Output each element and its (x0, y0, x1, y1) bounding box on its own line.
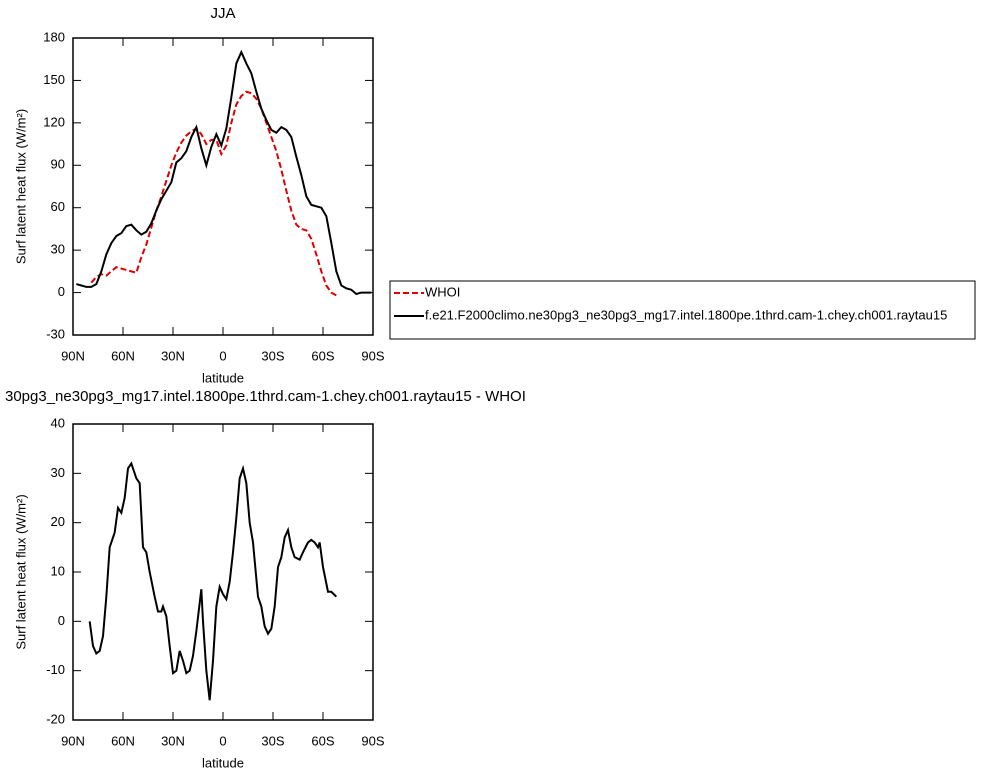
x-tick-label: 90N (61, 733, 85, 748)
plot-frame (72, 423, 374, 721)
y-tick-label: 180 (43, 29, 65, 44)
x-tick-label: 30N (161, 733, 185, 748)
x-tick-label: 90N (61, 348, 85, 363)
chart-title: JJA (210, 5, 235, 22)
y-tick-label: 40 (51, 415, 65, 430)
legend-label: f.e21.F2000climo.ne30pg3_ne30pg3_mg17.in… (425, 307, 947, 322)
legend-label: WHOI (425, 284, 460, 299)
x-tick-label: 0 (219, 733, 226, 748)
data-line (76, 49, 372, 296)
y-tick-label: 120 (43, 114, 65, 129)
x-tick-label: 30N (161, 348, 185, 363)
x-tick-label: 90S (361, 348, 384, 363)
y-tick-label: -10 (46, 662, 65, 677)
plot-frame (72, 37, 374, 336)
x-tick-label: 60S (311, 348, 334, 363)
x-tick-label: 30S (261, 733, 284, 748)
x-axis-label: latitude (202, 755, 244, 770)
y-tick-label: -20 (46, 711, 65, 726)
y-tick-label: 20 (51, 514, 65, 529)
y-tick-label: 60 (51, 199, 65, 214)
data-line (88, 461, 338, 701)
y-tick-label: -30 (46, 326, 65, 341)
x-tick-label: 60N (111, 733, 135, 748)
y-axis-label: Surf latent heat flux (W/m²) (13, 109, 28, 264)
x-tick-label: 90S (361, 733, 384, 748)
x-tick-label: 30S (261, 348, 284, 363)
y-tick-label: 150 (43, 72, 65, 87)
chart-title: 30pg3_ne30pg3_mg17.intel.1800pe.1thrd.ca… (5, 388, 526, 405)
x-tick-label: 60N (111, 348, 135, 363)
data-line (90, 90, 337, 297)
y-tick-label: 10 (51, 563, 65, 578)
y-axis-label: Surf latent heat flux (W/m²) (13, 494, 28, 649)
x-tick-label: 60S (311, 733, 334, 748)
y-tick-label: 90 (51, 157, 65, 172)
y-tick-label: 30 (51, 242, 65, 257)
y-tick-label: 30 (51, 465, 65, 480)
y-tick-label: 0 (58, 284, 65, 299)
y-tick-label: 0 (58, 613, 65, 628)
x-tick-label: 0 (219, 348, 226, 363)
legend-box (389, 280, 976, 340)
x-axis-label: latitude (202, 370, 244, 385)
